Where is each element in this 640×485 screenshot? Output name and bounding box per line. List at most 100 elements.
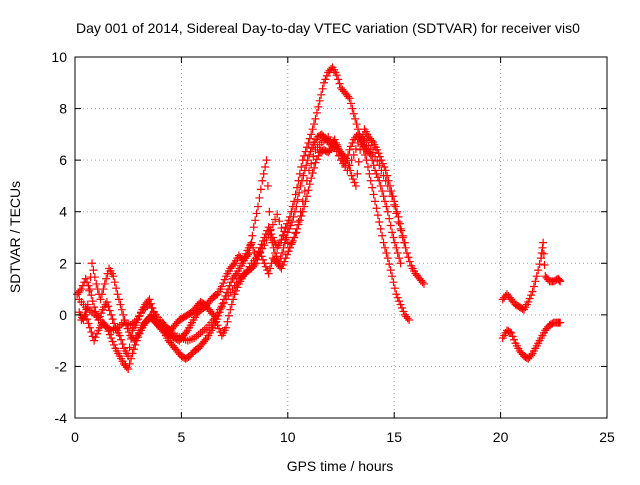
data-point-interp	[117, 335, 126, 344]
data-point	[392, 243, 401, 252]
data-point-interp	[283, 250, 292, 259]
data-point-interp	[347, 156, 356, 165]
data-points	[73, 63, 565, 374]
data-point-interp	[529, 282, 538, 291]
data-point-interp	[372, 169, 381, 178]
data-point-interp	[378, 231, 387, 240]
data-point-interp	[110, 278, 119, 287]
data-point	[115, 331, 124, 340]
data-point-interp	[304, 138, 313, 147]
data-point-interp	[376, 181, 385, 190]
data-point-interp	[264, 230, 273, 239]
data-point-interp	[214, 324, 223, 333]
data-point-interp	[257, 252, 266, 261]
data-point-interp	[527, 351, 536, 360]
data-point	[124, 365, 133, 374]
data-point-interp	[555, 276, 564, 285]
data-point-interp	[291, 190, 300, 199]
data-point-interp	[332, 147, 341, 156]
data-point	[373, 145, 382, 154]
data-point-interp	[262, 236, 271, 245]
series-track-3	[77, 130, 405, 374]
data-point	[85, 285, 94, 294]
x-axis-title: GPS time / hours	[287, 458, 394, 474]
data-point-interp	[390, 200, 399, 209]
data-point	[196, 328, 205, 337]
data-point	[107, 334, 116, 343]
data-point-interp	[278, 261, 287, 270]
data-point-interp	[344, 92, 353, 101]
data-point-interp	[97, 290, 106, 299]
data-point-interp	[307, 159, 316, 168]
data-point-interp	[302, 161, 311, 170]
data-point-interp	[84, 319, 93, 328]
data-point	[419, 279, 428, 288]
axis-ticks: -4 -2 0 2 4 6 8 10 0 5 10 15 20 25	[51, 49, 615, 445]
series-track-5	[498, 318, 565, 363]
data-point	[226, 305, 235, 314]
data-point-interp	[287, 240, 296, 249]
data-point-interp	[300, 151, 309, 160]
data-point-interp	[268, 220, 277, 229]
data-point-interp	[300, 187, 309, 196]
data-point	[539, 238, 548, 247]
data-point-interp	[258, 255, 267, 264]
data-point-interp	[256, 185, 265, 194]
data-point	[292, 202, 301, 211]
data-point-interp	[351, 114, 360, 123]
data-point	[260, 241, 269, 250]
y-tick-label: 2	[59, 255, 67, 271]
data-point	[524, 297, 533, 306]
data-point	[379, 238, 388, 247]
data-point-interp	[104, 302, 113, 311]
data-point-interp	[317, 90, 326, 99]
data-point-interp	[275, 217, 284, 226]
data-point	[396, 300, 405, 309]
data-point	[368, 148, 377, 157]
data-point-interp	[255, 193, 264, 202]
data-point-interp	[210, 314, 219, 323]
data-point	[102, 297, 111, 306]
data-point-interp	[97, 309, 106, 318]
data-point-interp	[314, 151, 323, 160]
data-point-interp	[223, 317, 232, 326]
x-tick-label: 25	[599, 429, 615, 445]
data-point-interp	[92, 329, 101, 338]
data-point	[90, 303, 99, 312]
data-point	[379, 192, 388, 201]
data-point-interp	[418, 278, 427, 287]
data-point-interp	[125, 359, 134, 368]
data-point-interp	[376, 224, 385, 233]
data-point-interp	[219, 279, 228, 288]
data-point-interp	[379, 171, 388, 180]
data-point	[319, 78, 328, 87]
data-point-interp	[367, 136, 376, 145]
data-point	[258, 176, 267, 185]
data-point-interp	[538, 243, 547, 252]
data-point-interp	[95, 312, 104, 321]
data-point-interp	[268, 238, 277, 247]
x-tick-label: 0	[71, 429, 79, 445]
data-point-interp	[352, 120, 361, 129]
data-point-interp	[83, 278, 92, 287]
data-point-interp	[293, 195, 302, 204]
data-point	[375, 161, 384, 170]
data-point-interp	[269, 243, 278, 252]
y-tick-label: 8	[59, 101, 67, 117]
data-point-interp	[334, 151, 343, 160]
y-tick-label: 4	[59, 204, 67, 220]
data-point-interp	[351, 144, 360, 153]
data-point-interp	[293, 224, 302, 233]
data-point-interp	[393, 207, 402, 216]
y-tick-label: 0	[59, 307, 67, 323]
data-point-interp	[284, 247, 293, 256]
data-point	[347, 171, 356, 180]
data-point-interp	[403, 314, 412, 323]
data-point	[249, 223, 258, 232]
data-point	[349, 109, 358, 118]
data-point-interp	[147, 303, 156, 312]
data-point-interp	[382, 248, 391, 257]
data-point-interp	[90, 273, 99, 282]
data-point	[296, 181, 305, 190]
data-point-interp	[283, 219, 292, 228]
